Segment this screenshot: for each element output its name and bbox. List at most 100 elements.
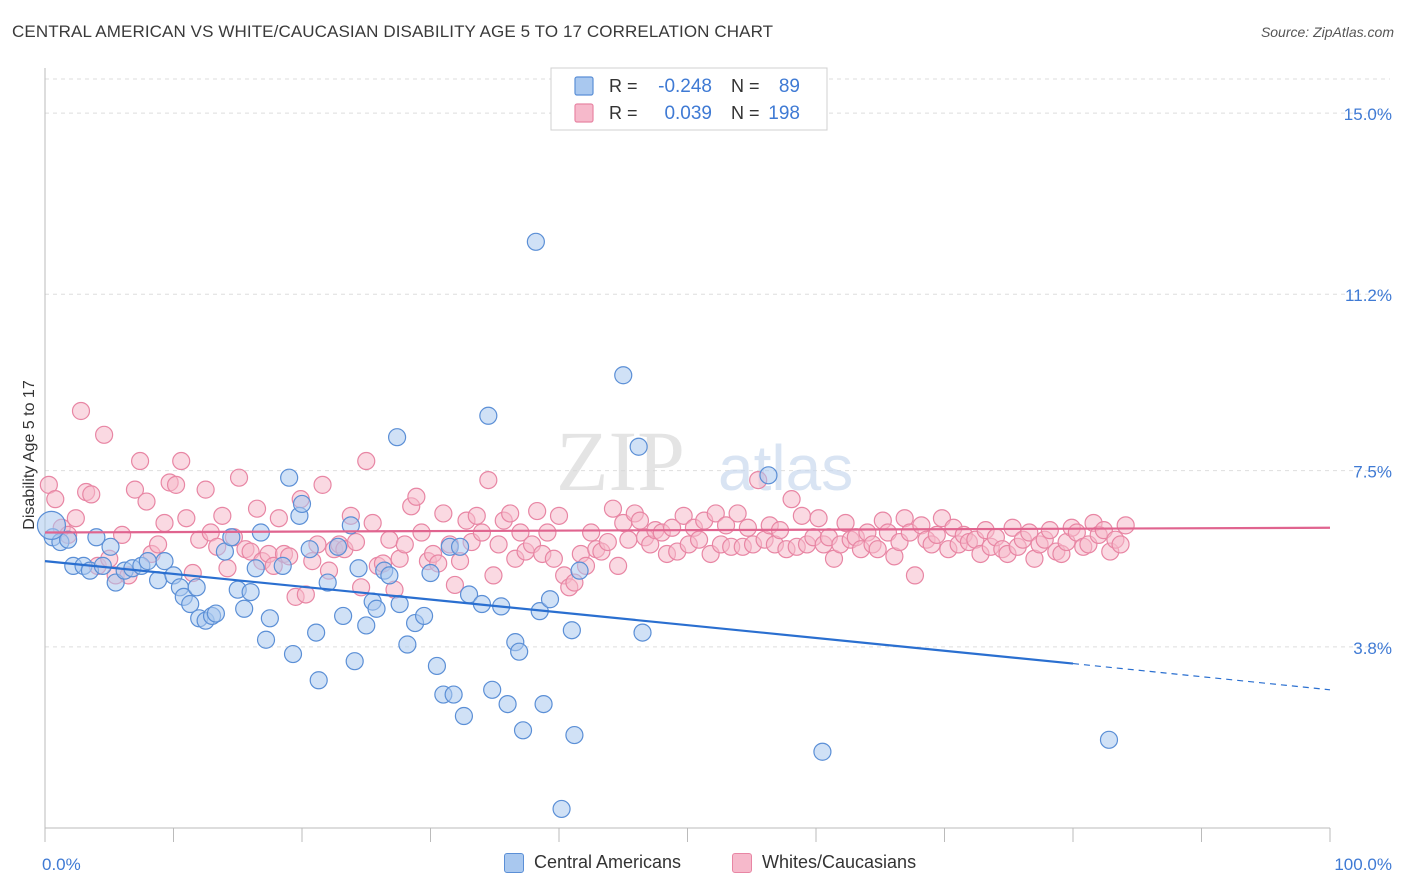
central-american-point	[328, 537, 348, 556]
legend-n-label: N =	[731, 76, 760, 96]
white-caucasian-point	[1040, 521, 1059, 540]
white-caucasian-point	[927, 525, 946, 545]
central-american-point	[235, 599, 254, 618]
legend-item-whites-caucasians[interactable]: Whites/Caucasians	[732, 852, 916, 873]
top-legend-swatch	[574, 103, 594, 123]
white-caucasian-point	[82, 485, 101, 504]
white-caucasian-point	[395, 535, 414, 554]
white-caucasian-point	[95, 425, 114, 444]
central-american-point	[629, 437, 648, 456]
central-american-point	[300, 540, 319, 559]
central-american-point	[318, 573, 337, 592]
white-caucasian-point	[544, 549, 563, 568]
white-caucasian-point	[598, 532, 617, 552]
legend-label-central-americans: Central Americans	[534, 852, 682, 872]
central-american-point	[222, 528, 241, 547]
white-caucasian-point	[313, 475, 332, 494]
central-american-point	[292, 494, 312, 514]
white-caucasian-point	[229, 468, 249, 487]
white-caucasian-point	[603, 499, 623, 518]
white-caucasian-point	[467, 506, 486, 525]
white-caucasian-point	[630, 511, 650, 530]
central-american-point	[454, 706, 474, 726]
white-caucasian-point	[357, 451, 376, 471]
central-american-point	[562, 621, 581, 640]
legend-label-whites-caucasians: Whites/Caucasians	[762, 852, 917, 872]
central-american-point	[387, 428, 407, 447]
white-caucasian-point	[130, 451, 150, 471]
central-american-trendline	[44, 560, 1074, 665]
white-caucasian-point	[71, 401, 91, 421]
white-caucasian-point	[674, 506, 693, 525]
central-american-point	[280, 468, 299, 487]
x-tick-label: 0.0%	[42, 855, 81, 874]
legend-n-value: 89	[779, 76, 800, 97]
white-caucasian-point	[905, 566, 925, 585]
central-american-point	[138, 552, 157, 571]
white-caucasian-point	[549, 506, 569, 525]
white-caucasian-point	[1116, 516, 1135, 535]
white-caucasian-point	[213, 506, 232, 525]
central-american-point	[513, 721, 533, 740]
watermark-zip: ZIP	[556, 413, 685, 509]
central-american-point	[345, 652, 364, 671]
white-caucasian-point	[484, 566, 503, 585]
central-american-point	[260, 609, 279, 628]
central-american-point	[398, 635, 417, 654]
white-caucasian-point	[501, 504, 520, 523]
central-american-point	[187, 578, 206, 597]
central-american-point	[570, 561, 589, 580]
legend-item-central-americans[interactable]: Central Americans	[504, 852, 681, 873]
y-tick-label: 3.8%	[1353, 639, 1392, 658]
white-caucasian-point	[296, 585, 315, 604]
white-caucasian-point	[479, 470, 498, 490]
y-tick-label: 15.0%	[1344, 105, 1392, 124]
white-caucasian-point	[66, 509, 85, 528]
white-caucasian-point	[445, 575, 465, 595]
white-caucasian-point	[269, 509, 288, 528]
legend-r-label: R =	[609, 103, 638, 123]
white-caucasian-point	[662, 518, 682, 537]
central-american-point	[283, 644, 303, 664]
white-caucasian-point	[434, 504, 453, 523]
white-caucasian-point	[177, 509, 196, 528]
central-american-point	[349, 559, 368, 578]
white-caucasian-point	[868, 540, 887, 559]
white-caucasian-point	[582, 523, 601, 542]
central-american-point	[540, 590, 560, 609]
central-american-point	[414, 606, 434, 626]
white-caucasian-point	[380, 530, 399, 549]
central-american-point	[483, 680, 502, 699]
central-american-trendline-extension	[1072, 662, 1331, 691]
white-caucasian-point	[1111, 535, 1130, 554]
white-caucasian-point	[489, 535, 508, 554]
central-american-point	[427, 656, 447, 676]
white-caucasian-point	[689, 530, 709, 549]
central-american-point	[357, 616, 376, 635]
white-caucasian-point	[196, 480, 215, 499]
pink-swatch	[732, 852, 752, 873]
white-caucasian-point	[792, 506, 811, 525]
y-tick-label: 7.5%	[1353, 463, 1392, 482]
central-american-point	[526, 232, 545, 251]
white-caucasian-point	[706, 504, 725, 523]
central-american-point	[256, 630, 276, 649]
chart-title: CENTRAL AMERICAN VS WHITE/CAUCASIAN DISA…	[12, 22, 774, 41]
white-caucasian-point	[1003, 518, 1022, 537]
top-legend-box	[550, 67, 828, 131]
central-american-point	[450, 537, 470, 556]
central-american-point	[273, 556, 292, 575]
central-american-point	[759, 466, 778, 485]
top-legend-swatch	[574, 76, 594, 96]
white-caucasian-point	[125, 480, 145, 499]
central-american-point	[380, 566, 399, 585]
white-caucasian-point	[112, 525, 132, 545]
white-caucasian-point	[472, 523, 491, 542]
white-caucasian-point	[728, 504, 747, 523]
central-american-point	[510, 642, 529, 661]
central-american-point	[206, 604, 226, 623]
central-american-point	[534, 694, 553, 714]
legend-r-value: -0.248	[658, 76, 712, 97]
white-caucasian-point	[407, 487, 426, 506]
